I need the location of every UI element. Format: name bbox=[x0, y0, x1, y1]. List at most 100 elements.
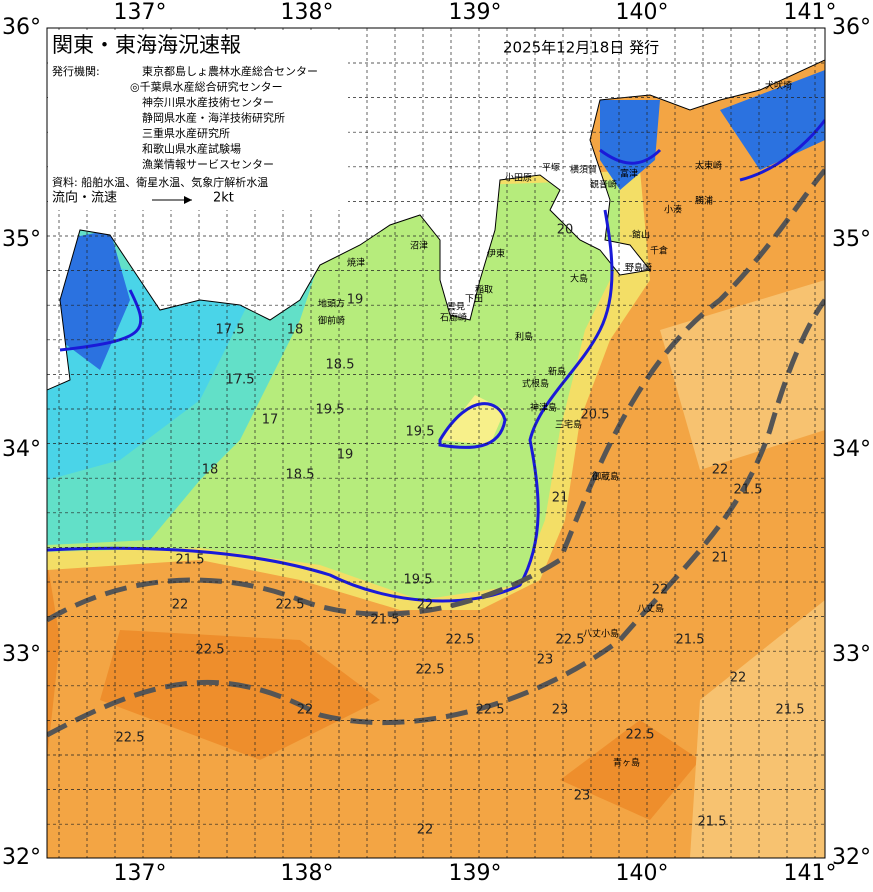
flow-arrowhead bbox=[184, 196, 192, 204]
warmer-water bbox=[47, 560, 700, 820]
contour-label: 23 bbox=[574, 789, 591, 804]
contour-label: 19 bbox=[347, 293, 364, 308]
contour-label: 19.5 bbox=[404, 573, 433, 588]
longitude-label: 138° bbox=[281, 0, 334, 25]
place-name: 伊東 bbox=[487, 248, 505, 260]
place-name: 下田 bbox=[465, 294, 483, 305]
contour-label: 21.5 bbox=[776, 703, 805, 718]
contour-label: 21.5 bbox=[676, 633, 705, 648]
contour-label: 22.5 bbox=[476, 703, 505, 718]
cold-water bbox=[60, 70, 825, 370]
place-name: 地頭方 bbox=[318, 298, 345, 310]
agency: 和歌山県水産試験場 bbox=[142, 142, 241, 156]
place-name: 沼津 bbox=[410, 241, 428, 252]
place-name: 御前崎 bbox=[318, 315, 345, 327]
longitude-label: 140° bbox=[616, 861, 669, 886]
place-name: 館山 bbox=[632, 229, 650, 241]
place-name: 新島 bbox=[548, 366, 566, 378]
agency: 三重県水産研究所 bbox=[142, 126, 230, 140]
place-name: 稲取 bbox=[475, 284, 493, 296]
contour-line bbox=[47, 119, 825, 603]
contour-label: 22 bbox=[712, 463, 729, 478]
place-name: 平塚 bbox=[542, 163, 560, 174]
contour-label: 22 bbox=[172, 598, 189, 613]
place-name: 千倉 bbox=[650, 245, 668, 257]
contour-label: 22 bbox=[297, 703, 314, 718]
flow-legend: 流向・流速 bbox=[52, 190, 117, 206]
latitude-label: 36° bbox=[2, 15, 41, 40]
latitude-label: 33° bbox=[2, 642, 41, 667]
place-name: 石廊崎 bbox=[440, 312, 467, 324]
header-box bbox=[48, 30, 348, 210]
place-name: 御蔵島 bbox=[592, 471, 619, 483]
place-name: 小湊 bbox=[664, 204, 682, 216]
mild-water bbox=[660, 280, 825, 858]
contour-label: 19.5 bbox=[316, 403, 345, 418]
place-name: 雲見 bbox=[447, 302, 465, 313]
kuroshio-axis bbox=[47, 168, 825, 738]
contour-label: 22 bbox=[417, 598, 434, 613]
place-name: 太東崎 bbox=[695, 160, 722, 172]
contour-label: 22.5 bbox=[416, 663, 445, 678]
longitude-label: 138° bbox=[281, 861, 334, 886]
place-name: 八丈島 bbox=[637, 603, 664, 615]
contour-label: 20 bbox=[557, 223, 574, 238]
longitude-label: 140° bbox=[616, 0, 669, 25]
contour-label: 21.5 bbox=[176, 553, 205, 568]
latitude-label: 34° bbox=[832, 437, 871, 462]
latitude-label: 36° bbox=[832, 15, 871, 40]
contour-label: 20.5 bbox=[581, 408, 610, 423]
contour-label: 18.5 bbox=[286, 468, 315, 483]
contour-label: 17.5 bbox=[226, 373, 255, 388]
contour-label: 22 bbox=[417, 823, 434, 838]
contour-label: 23 bbox=[537, 653, 554, 668]
longitude-label: 139° bbox=[449, 861, 502, 886]
contour-label: 22.5 bbox=[446, 633, 475, 648]
issue-date: 2025年12月18日 発行 bbox=[503, 39, 659, 57]
agency: 神奈川県水産技術センター bbox=[142, 95, 274, 109]
contour-label: 22.5 bbox=[196, 643, 225, 658]
contour-label: 21 bbox=[712, 551, 729, 566]
agency: 東京都島しょ農林水産総合センター bbox=[142, 64, 318, 78]
place-name: 式根島 bbox=[522, 378, 549, 390]
agency: 漁業情報サービスセンター bbox=[142, 157, 274, 171]
latitude-label: 33° bbox=[832, 642, 871, 667]
contour-label: 22.5 bbox=[116, 731, 145, 746]
place-name: 野島崎 bbox=[625, 262, 652, 274]
latitude-label: 35° bbox=[832, 227, 871, 252]
contour-label: 21.5 bbox=[698, 815, 727, 830]
contour-label: 18 bbox=[287, 323, 304, 338]
contour-label: 21.5 bbox=[371, 613, 400, 628]
place-name: 利島 bbox=[515, 331, 533, 343]
agency: 静岡県水産・海洋技術研究所 bbox=[142, 111, 285, 125]
place-name: 三宅島 bbox=[555, 419, 582, 431]
place-name: 大島 bbox=[570, 273, 588, 285]
contour-label: 18 bbox=[202, 463, 219, 478]
contour-label: 23 bbox=[552, 703, 569, 718]
place-name: 八丈小島 bbox=[583, 628, 619, 640]
place-name: 焼津 bbox=[347, 258, 365, 269]
latitude-label: 32° bbox=[832, 845, 871, 870]
contour-label: 18.5 bbox=[326, 358, 355, 373]
contour-label: 17 bbox=[262, 413, 279, 428]
contour-label: 22.5 bbox=[276, 598, 305, 613]
map-body bbox=[47, 28, 825, 858]
longitude-label: 137° bbox=[114, 0, 167, 25]
longitude-label: 137° bbox=[114, 861, 167, 886]
place-name: 勝浦 bbox=[695, 195, 713, 207]
place-name: 青ヶ島 bbox=[613, 757, 640, 769]
contour-label: 21 bbox=[552, 491, 569, 506]
contour-label: 17.5 bbox=[216, 323, 245, 338]
longitude-label: 141° bbox=[784, 0, 837, 25]
latitude-label: 32° bbox=[2, 845, 41, 870]
sources: 資料: 船舶水温、衛星水温、気象庁解析水温 bbox=[52, 175, 268, 189]
warm-eddy bbox=[440, 395, 505, 445]
contour-label: 22.5 bbox=[626, 728, 655, 743]
contour-label: 22 bbox=[652, 583, 669, 598]
longitude-label: 141° bbox=[784, 861, 837, 886]
place-name: 横須賀 bbox=[570, 164, 597, 176]
latitude-label: 35° bbox=[2, 227, 41, 252]
place-name: 富津 bbox=[620, 168, 638, 180]
longitude-label: 139° bbox=[449, 0, 502, 25]
